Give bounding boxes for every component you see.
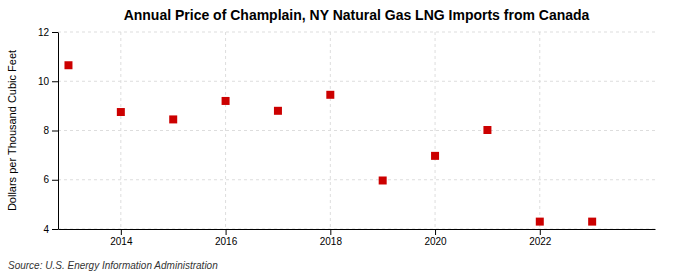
grid-line-y	[58, 130, 655, 131]
y-tick-label: 10	[38, 76, 50, 87]
x-tick-mark	[330, 229, 331, 235]
y-tick: 12	[38, 27, 58, 38]
grid-line-y	[58, 179, 655, 180]
x-tick-mark	[121, 229, 122, 235]
x-axis: 2014 2016 2018 2020 2022	[59, 229, 656, 247]
point	[536, 218, 544, 226]
x-tick: 2018	[320, 229, 343, 247]
y-tick-label: 6	[43, 174, 49, 185]
grid-line-x	[539, 32, 540, 229]
y-tick-mark	[52, 131, 58, 132]
point	[274, 107, 282, 115]
grid-line-x	[435, 32, 436, 229]
x-tick: 2020	[424, 229, 447, 247]
x-tick-label: 2020	[424, 236, 447, 247]
y-tick-label: 12	[38, 27, 50, 38]
source-note: Source: U.S. Energy Information Administ…	[8, 260, 218, 271]
y-tick-label: 8	[43, 125, 49, 136]
y-axis-line	[58, 33, 59, 230]
x-axis-line	[59, 229, 656, 230]
y-tick: 10	[38, 76, 58, 87]
grid-line-x	[120, 32, 121, 229]
grid	[58, 32, 655, 229]
y-tick-mark	[52, 32, 58, 33]
grid-line-x	[330, 32, 331, 229]
y-axis: 4 6 8 10 12	[38, 27, 59, 235]
y-tick-label: 4	[43, 224, 49, 235]
title: Annual Price of Champlain, NY Natural Ga…	[124, 7, 590, 23]
point	[169, 115, 177, 123]
y-tick-mark	[52, 229, 58, 230]
point	[483, 126, 491, 134]
y-axis-title: Dollars per Thousand Cubic Feet	[6, 50, 18, 211]
grid-line-x	[225, 32, 226, 229]
point	[326, 91, 334, 99]
y-tick: 6	[43, 174, 58, 185]
x-tick-mark	[435, 229, 436, 235]
grid-line-y	[58, 229, 655, 230]
points	[64, 61, 596, 225]
point	[222, 97, 230, 105]
point	[117, 108, 125, 116]
point	[379, 176, 387, 184]
x-tick: 2022	[529, 229, 552, 247]
x-tick-label: 2016	[215, 236, 238, 247]
x-tick: 2016	[215, 229, 238, 247]
chart: 2014 2016 2018 2020 2022 4 6 8 10 12 Annual Price …	[0, 0, 675, 275]
x-tick-label: 2018	[320, 236, 343, 247]
x-tick-label: 2022	[529, 236, 552, 247]
x-tick-mark	[540, 229, 541, 235]
grid-line-y	[58, 81, 655, 82]
point	[588, 218, 596, 226]
grid-line-y	[58, 32, 655, 33]
y-tick: 4	[43, 224, 58, 235]
x-tick-label: 2014	[110, 236, 133, 247]
y-tick-mark	[52, 180, 58, 181]
x-tick: 2014	[110, 229, 133, 247]
x-tick-mark	[226, 229, 227, 235]
point	[64, 61, 72, 69]
y-tick: 8	[43, 125, 58, 136]
point	[431, 152, 439, 160]
plot: 2014 2016 2018 2020 2022 4 6 8 10 12	[38, 27, 656, 247]
y-tick-mark	[52, 81, 58, 82]
